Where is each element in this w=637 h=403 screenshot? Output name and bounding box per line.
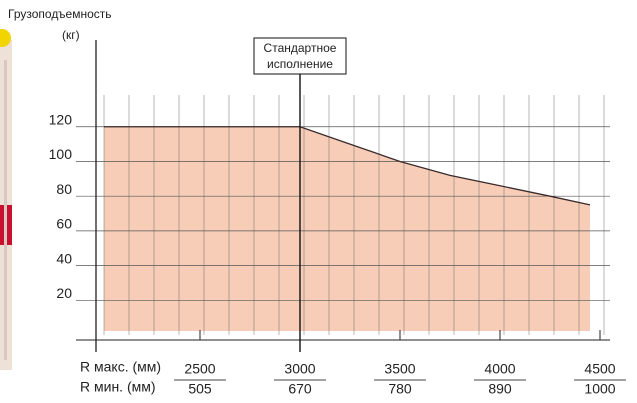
r-max-label: R макс. (мм): [80, 359, 161, 375]
y-tick-label: 100: [49, 146, 73, 162]
r-min-label: R мин. (мм): [80, 379, 156, 395]
crane-image-fragment: [0, 29, 12, 370]
r-min-value: 670: [288, 381, 312, 397]
annotation-text: Стандартное: [264, 41, 337, 55]
r-min-value: 890: [488, 381, 512, 397]
x-tick-label: 4500: [584, 361, 615, 377]
y-tick-label: 40: [56, 250, 72, 266]
y-unit: (кг): [62, 28, 80, 42]
y-tick-label: 80: [56, 181, 72, 197]
chart-title: Грузоподъемность: [8, 7, 112, 21]
r-min-value: 505: [188, 381, 212, 397]
r-min-value: 1000: [584, 381, 615, 397]
y-tick-label: 60: [56, 216, 72, 232]
x-tick-label: 3000: [284, 361, 315, 377]
area-line: [104, 126, 591, 206]
r-min-value: 780: [388, 381, 412, 397]
x-tick-label: 2500: [184, 361, 215, 377]
x-tick-label: 3500: [384, 361, 415, 377]
area-fill: [104, 126, 590, 331]
annotation-text: исполнение: [267, 57, 333, 71]
x-tick-label: 4000: [484, 361, 515, 377]
annotation-box: [253, 37, 347, 75]
y-tick-label: 120: [49, 111, 73, 127]
y-tick-label: 20: [56, 285, 72, 301]
